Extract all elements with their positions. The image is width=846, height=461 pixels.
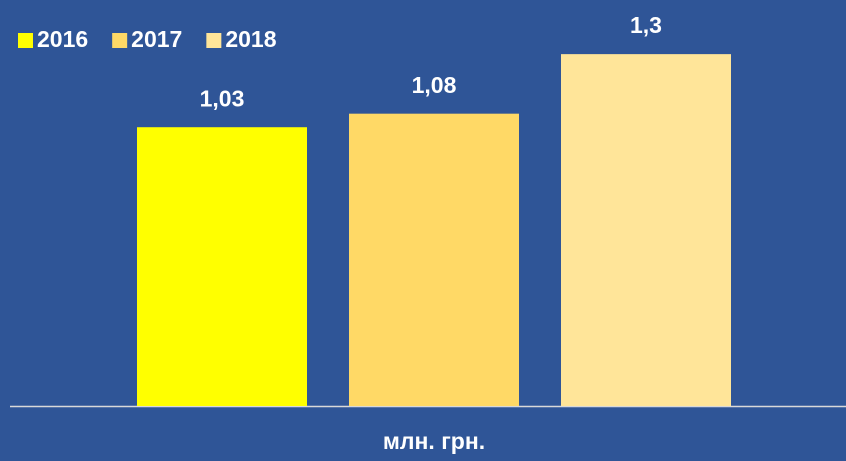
value-label: 1,03 [200, 85, 245, 111]
value-label: 1,3 [630, 12, 662, 38]
bar [137, 127, 307, 407]
legend-swatch [112, 33, 128, 48]
value-label: 1,08 [412, 72, 457, 98]
legend-swatch [18, 33, 33, 48]
bar [349, 113, 519, 407]
legend-swatch [206, 33, 222, 48]
legend-label: 2017 [131, 26, 182, 52]
x-tick-label: млн. грн. [383, 428, 485, 454]
legend-label: 2016 [37, 26, 88, 52]
legend-label: 2018 [225, 26, 276, 52]
bar [561, 54, 731, 407]
